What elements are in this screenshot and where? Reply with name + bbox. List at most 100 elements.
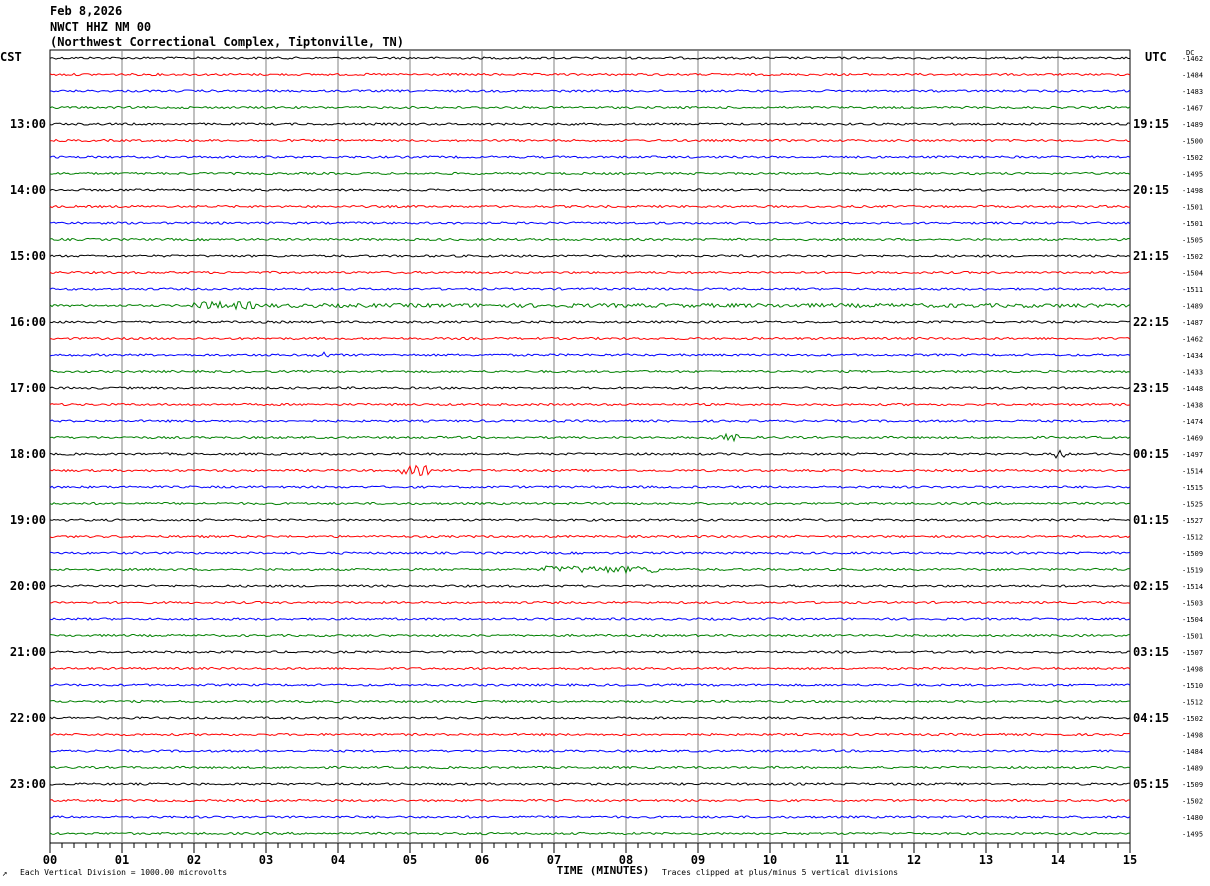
left-hour-label: 16:00 — [10, 315, 46, 329]
dc-offset-label: -1502 — [1182, 715, 1203, 723]
dc-offset-label: -1501 — [1182, 633, 1203, 641]
dc-offset-label: -1505 — [1182, 237, 1203, 245]
dc-offset-label: -1515 — [1182, 484, 1203, 492]
trace-line — [49, 138, 1131, 143]
trace-line — [49, 716, 1131, 720]
trace-line — [49, 565, 1131, 575]
left-hour-label: 19:00 — [10, 513, 46, 527]
trace-line — [49, 171, 1131, 176]
x-tick-label: 07 — [547, 853, 561, 867]
dc-offset-label: -1498 — [1182, 732, 1203, 740]
dc-offset-label: -1507 — [1182, 649, 1203, 657]
trace-line — [49, 270, 1131, 275]
x-tick-label: 03 — [259, 853, 273, 867]
x-tick-label: 13 — [979, 853, 993, 867]
dc-offset-label: -1512 — [1182, 534, 1203, 542]
dc-offset-label: -1434 — [1182, 352, 1203, 360]
trace-line — [49, 56, 1131, 60]
trace-line — [49, 485, 1131, 489]
dc-offset-label: -1495 — [1182, 171, 1203, 179]
x-tick-label: 01 — [115, 853, 129, 867]
trace-line — [49, 300, 1131, 311]
trace-line — [49, 699, 1131, 704]
dc-offset-label: -1502 — [1182, 798, 1203, 806]
trace-line — [49, 72, 1131, 77]
dc-offset-label: -1527 — [1182, 517, 1203, 525]
dc-offset-label: -1467 — [1182, 105, 1203, 113]
left-timezone-label: CST — [0, 50, 22, 64]
right-timezone-label: UTC — [1145, 50, 1167, 64]
dc-offset-label: -1484 — [1182, 748, 1203, 756]
trace-line — [49, 287, 1131, 291]
trace-line — [49, 351, 1131, 358]
trace-line — [49, 584, 1131, 588]
dc-offset-label: -1514 — [1182, 583, 1203, 591]
dc-offset-label: -1462 — [1182, 336, 1203, 344]
dc-offset-label: -1462 — [1182, 55, 1203, 63]
x-tick-label: 05 — [403, 853, 417, 867]
trace-line — [49, 551, 1131, 555]
trace-line — [49, 254, 1131, 258]
trace-line — [49, 320, 1131, 324]
scale-note: Each Vertical Division = 1000.00 microvo… — [20, 868, 228, 877]
dc-offset-label: -1509 — [1182, 781, 1203, 789]
trace-line — [49, 683, 1131, 687]
dc-offset-label: -1502 — [1182, 154, 1203, 162]
dc-offset-label: -1483 — [1182, 88, 1203, 96]
right-hour-label: 00:15 — [1133, 447, 1169, 461]
left-hour-label: 18:00 — [10, 447, 46, 461]
dc-offset-label: -1514 — [1182, 468, 1203, 476]
trace-line — [49, 765, 1131, 770]
dc-offset-label: -1474 — [1182, 418, 1203, 426]
trace-line — [49, 666, 1131, 671]
dc-offset-label: -1480 — [1182, 814, 1203, 822]
dc-offset-label: -1497 — [1182, 451, 1203, 459]
right-hour-label: 19:15 — [1133, 117, 1169, 131]
trace-line — [49, 501, 1131, 506]
right-hour-label: 22:15 — [1133, 315, 1169, 329]
plot-frame — [49, 49, 1131, 844]
right-hour-label: 23:15 — [1133, 381, 1169, 395]
left-hour-label: 13:00 — [10, 117, 46, 131]
dc-offset-header: DC — [1186, 49, 1195, 57]
dc-offset-label: -1500 — [1182, 138, 1203, 146]
trace-line — [49, 432, 1131, 443]
trace-line — [49, 386, 1131, 390]
dc-offset-label: -1504 — [1182, 270, 1203, 278]
left-hour-label: 23:00 — [10, 777, 46, 791]
trace-line — [49, 237, 1131, 242]
trace-line — [49, 419, 1131, 423]
trace-line — [49, 369, 1131, 374]
trace-line — [49, 464, 1131, 477]
dc-offset-label: -1495 — [1182, 831, 1203, 839]
dc-offset-label: -1501 — [1182, 204, 1203, 212]
right-hour-label: 05:15 — [1133, 777, 1169, 791]
right-hour-label: 20:15 — [1133, 183, 1169, 197]
trace-line — [49, 749, 1131, 753]
trace-line — [49, 122, 1131, 126]
trace-line — [49, 336, 1131, 341]
trace-line — [49, 518, 1131, 522]
dc-offset-label: -1489 — [1182, 121, 1203, 129]
left-hour-label: 21:00 — [10, 645, 46, 659]
trace-line — [49, 782, 1131, 786]
x-tick-label: 12 — [907, 853, 921, 867]
trace-line — [49, 617, 1131, 621]
x-tick-label: 14 — [1051, 853, 1065, 867]
dc-offset-label: -1489 — [1182, 765, 1203, 773]
trace-line — [49, 798, 1130, 803]
x-tick-label: 08 — [619, 853, 633, 867]
right-hour-label: 21:15 — [1133, 249, 1169, 263]
dc-offset-label: -1498 — [1182, 666, 1203, 674]
x-tick-label: 04 — [331, 853, 345, 867]
right-hour-label: 02:15 — [1133, 579, 1169, 593]
trace-line — [49, 831, 1131, 836]
dc-offset-label: -1502 — [1182, 253, 1203, 261]
dc-offset-label: -1487 — [1182, 319, 1203, 327]
left-hour-label: 17:00 — [10, 381, 46, 395]
plot-date: Feb 8,2026 — [50, 4, 123, 18]
trace-line — [49, 105, 1131, 110]
x-tick-label: 06 — [475, 853, 489, 867]
trace-line — [49, 534, 1131, 539]
